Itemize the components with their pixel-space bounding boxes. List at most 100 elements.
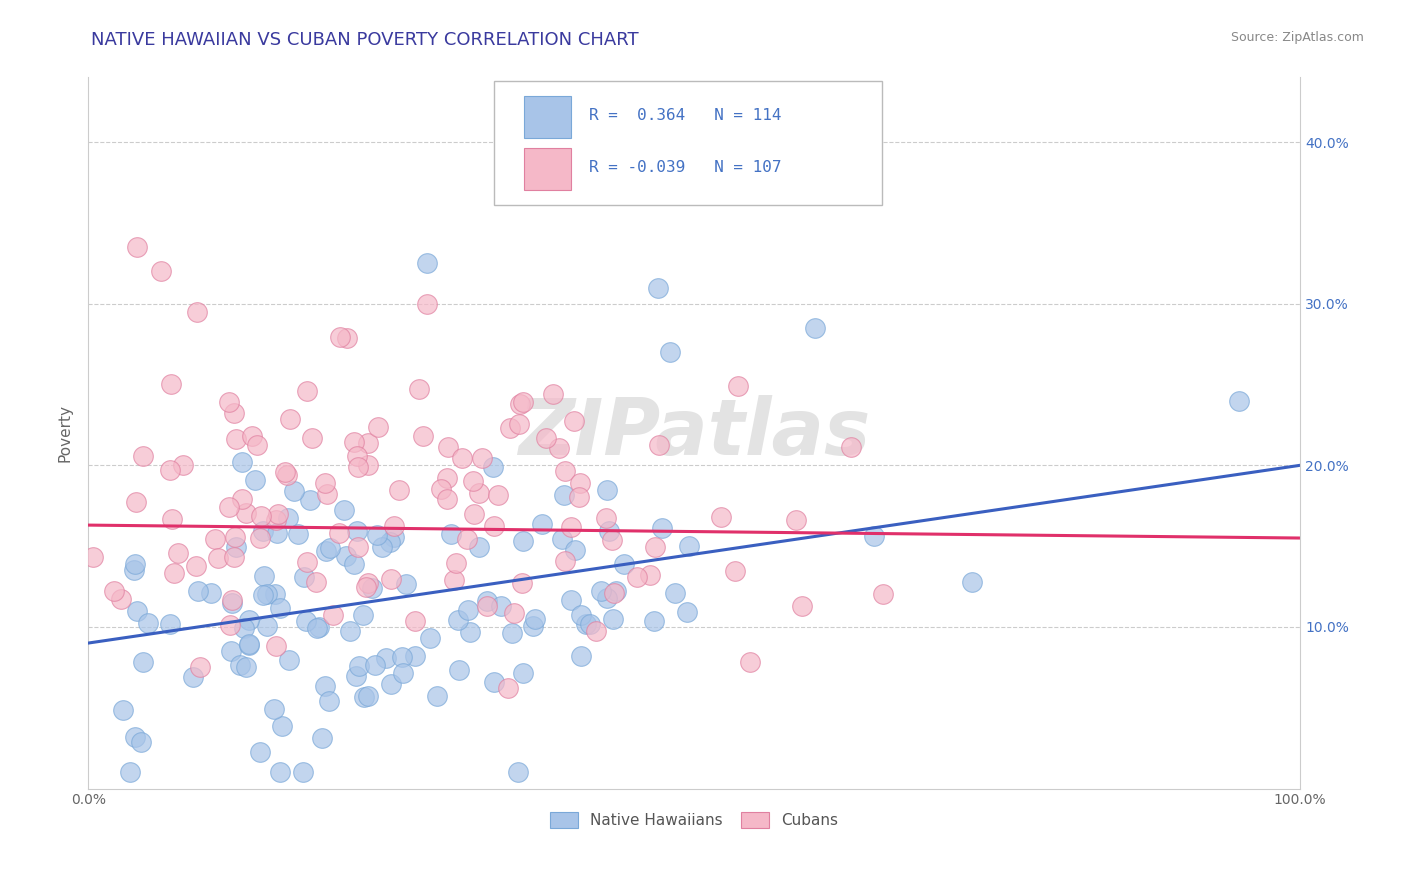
Point — [225, 540, 247, 554]
Point — [451, 450, 474, 465]
Point — [228, 657, 250, 672]
Point — [299, 492, 322, 507]
Point — [235, 506, 257, 520]
Point — [283, 483, 305, 498]
Point — [375, 651, 398, 665]
Point — [149, 264, 172, 278]
Text: Source: ZipAtlas.com: Source: ZipAtlas.com — [1230, 31, 1364, 45]
Point — [367, 420, 389, 434]
Point — [468, 485, 491, 500]
Point — [253, 569, 276, 583]
Point — [364, 657, 387, 672]
Point — [382, 529, 405, 543]
Point — [872, 586, 894, 600]
Point — [416, 256, 439, 270]
Point — [638, 567, 661, 582]
Point — [274, 465, 297, 479]
Point — [125, 603, 148, 617]
Point — [329, 330, 352, 344]
Point — [160, 512, 183, 526]
Point — [238, 638, 260, 652]
Point — [278, 653, 301, 667]
Point — [224, 406, 246, 420]
Point — [249, 531, 271, 545]
Point — [605, 584, 627, 599]
Text: ZIPatlas: ZIPatlas — [517, 395, 870, 471]
Point — [647, 280, 669, 294]
Point — [159, 617, 181, 632]
Point — [353, 690, 375, 704]
Point — [136, 616, 159, 631]
Point — [554, 554, 576, 568]
Point — [276, 468, 298, 483]
Point — [444, 556, 467, 570]
Point — [463, 507, 485, 521]
Point — [238, 637, 260, 651]
Point — [172, 458, 194, 472]
Point — [357, 575, 380, 590]
Point — [264, 513, 287, 527]
Point — [477, 594, 499, 608]
Point — [159, 377, 181, 392]
Point — [221, 593, 243, 607]
Point — [380, 572, 402, 586]
Point — [218, 394, 240, 409]
Point — [508, 417, 530, 432]
Point — [305, 574, 328, 589]
Point — [319, 541, 342, 555]
Point — [443, 573, 465, 587]
Point — [184, 558, 207, 573]
FancyBboxPatch shape — [524, 148, 571, 189]
Point — [269, 765, 291, 780]
Text: R =  0.364   N = 114: R = 0.364 N = 114 — [589, 108, 782, 123]
Point — [426, 689, 449, 703]
Point — [301, 431, 323, 445]
Point — [124, 730, 146, 744]
Point — [547, 441, 569, 455]
Point — [512, 394, 534, 409]
Point — [278, 411, 301, 425]
Point — [322, 608, 344, 623]
Point — [314, 475, 336, 490]
Point — [482, 460, 505, 475]
Point — [186, 305, 208, 319]
Point — [267, 508, 290, 522]
Point — [219, 644, 242, 658]
Point — [647, 438, 669, 452]
Y-axis label: Poverty: Poverty — [58, 404, 72, 462]
Point — [509, 397, 531, 411]
Point — [404, 614, 426, 628]
Point — [740, 656, 762, 670]
Point — [246, 438, 269, 452]
Point — [596, 483, 619, 497]
Point — [596, 591, 619, 606]
Point — [233, 621, 256, 635]
Point — [489, 599, 512, 613]
Point — [499, 421, 522, 435]
Point — [568, 490, 591, 504]
Point — [569, 476, 592, 491]
Point — [124, 557, 146, 571]
Point — [311, 731, 333, 745]
Point — [571, 608, 593, 623]
Point — [644, 541, 666, 555]
Point — [129, 735, 152, 749]
Point — [463, 475, 485, 489]
Point — [343, 558, 366, 572]
Point — [207, 551, 229, 566]
FancyBboxPatch shape — [494, 81, 882, 205]
Point — [484, 518, 506, 533]
Point — [960, 574, 983, 589]
Point — [457, 603, 479, 617]
Point — [727, 379, 749, 393]
Point — [785, 512, 807, 526]
Point — [380, 677, 402, 691]
Point — [523, 612, 546, 626]
Point — [382, 518, 405, 533]
Point — [112, 703, 135, 717]
Point — [468, 540, 491, 554]
Point — [256, 619, 278, 633]
Point — [458, 624, 481, 639]
Point — [347, 460, 370, 475]
Point — [264, 639, 287, 653]
